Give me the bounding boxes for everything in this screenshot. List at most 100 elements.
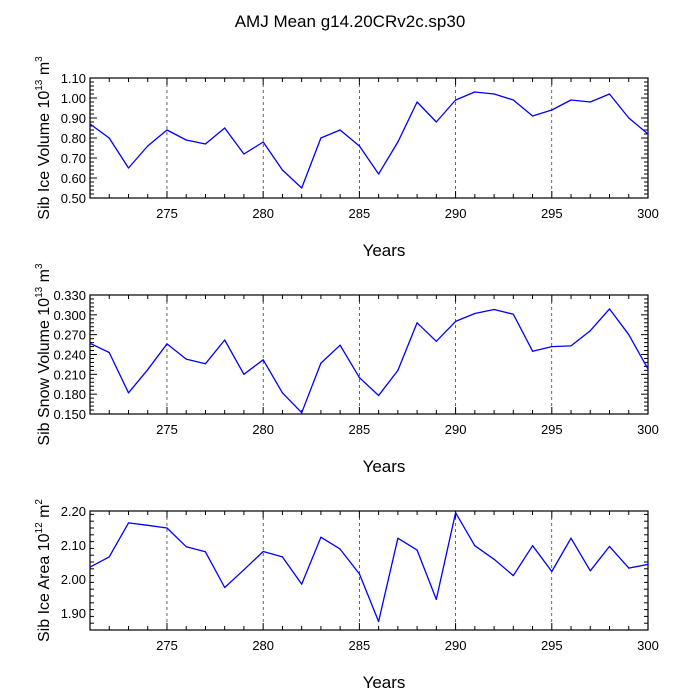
data-point <box>224 339 226 341</box>
data-point <box>262 550 264 553</box>
data-point <box>608 93 611 95</box>
x-tick-label: 300 <box>637 206 659 221</box>
data-point <box>147 369 149 371</box>
x-tick-label: 285 <box>349 206 371 221</box>
data-point <box>570 345 572 347</box>
data-point <box>224 586 226 589</box>
data-point <box>301 583 303 585</box>
data-point <box>243 373 245 375</box>
x-tick-label: 275 <box>156 638 178 653</box>
data-point <box>589 570 591 572</box>
x-tick-label: 290 <box>445 422 467 437</box>
data-point <box>512 99 514 101</box>
data-point <box>147 524 149 526</box>
y-axis-label-unit: m <box>36 62 53 80</box>
data-point <box>243 569 245 571</box>
x-tick-label: 285 <box>349 422 371 437</box>
data-point <box>262 359 264 361</box>
y-axis-label-text: Sib Ice Area 10 <box>36 533 53 642</box>
y-tick-label: 2.20 <box>61 504 86 519</box>
data-point <box>147 145 149 147</box>
data-point <box>378 394 380 397</box>
data-point <box>358 377 360 379</box>
data-point <box>628 117 630 119</box>
data-point <box>339 344 341 346</box>
data-point <box>435 598 437 601</box>
x-tick-label: 290 <box>445 206 467 221</box>
data-point <box>397 141 399 143</box>
data-point <box>339 548 341 550</box>
data-point <box>320 536 322 538</box>
y-axis-label-unit-exponent: 3 <box>34 263 45 269</box>
panels: 0.50 0.60 0.70 0.80 0.90 1.00 1.10 275 280 285 290… <box>34 56 659 691</box>
data-point <box>531 350 534 352</box>
chart-panel-2: 0.150 0.180 0.210 0.240 0.270 0.300 0.330 275 28… <box>34 263 659 476</box>
y-axis-label-unit-exponent: 2 <box>34 499 45 505</box>
y-tick-label: 0.60 <box>61 171 86 186</box>
data-point <box>551 345 553 348</box>
data-point <box>454 512 457 514</box>
data-point <box>416 322 418 324</box>
y-axis-label-unit: m <box>36 269 53 287</box>
data-point <box>204 143 207 145</box>
y-axis-label: Sib Ice Volume 1013 m3 <box>34 56 53 220</box>
y-tick-label: 0.50 <box>61 191 86 206</box>
series-line <box>89 91 649 189</box>
x-axis-label: Years <box>363 457 406 476</box>
data-point <box>551 570 553 573</box>
x-tick-label: 295 <box>541 206 563 221</box>
y-axis-label-text: Sib Ice Volume 10 <box>36 91 53 220</box>
data-point <box>628 567 630 569</box>
data-point <box>281 169 284 171</box>
data-point <box>589 101 591 103</box>
data-point <box>358 573 360 575</box>
data-point <box>608 308 611 310</box>
y-tick-label: 0.80 <box>61 131 86 146</box>
data-point <box>281 392 284 394</box>
data-point <box>435 121 437 123</box>
y-tick-label: 1.00 <box>61 91 86 106</box>
data-point <box>589 330 591 332</box>
data-point <box>127 167 130 169</box>
data-point <box>416 549 418 551</box>
data-point <box>608 545 611 547</box>
data-point <box>397 537 399 539</box>
plot-frame <box>89 294 649 415</box>
y-axis-label-exponent: 13 <box>34 79 45 91</box>
data-point <box>531 115 534 117</box>
data-point <box>493 308 495 311</box>
data-point <box>378 620 380 623</box>
x-tick-label: 275 <box>156 422 178 437</box>
x-axis-label: Years <box>363 673 406 691</box>
data-point <box>185 139 187 141</box>
y-tick-label: 1.10 <box>61 71 86 86</box>
data-point <box>108 556 110 558</box>
x-tick-label: 280 <box>252 422 274 437</box>
data-point <box>647 133 649 135</box>
data-point <box>127 522 130 524</box>
x-tick-label: 295 <box>541 422 563 437</box>
data-point <box>397 369 399 371</box>
data-point <box>416 101 418 103</box>
chart-panel-3: 1.90 2.00 2.10 2.20 275 280 285 290 295 300 Years S… <box>34 499 659 691</box>
series-line <box>89 308 649 414</box>
y-axis-label-unit-exponent: 3 <box>34 56 45 62</box>
x-tick-label: 300 <box>637 638 659 653</box>
chart-title: AMJ Mean g14.20CRv2c.sp30 <box>235 12 466 31</box>
series-line <box>89 512 649 623</box>
data-point <box>378 173 380 175</box>
data-point <box>204 363 207 365</box>
y-tick-label: 0.240 <box>53 348 86 363</box>
data-point <box>647 368 649 370</box>
x-axis-label: Years <box>363 241 406 260</box>
x-tick-label: 295 <box>541 638 563 653</box>
data-point <box>166 527 168 529</box>
chart-panel-1: 0.50 0.60 0.70 0.80 0.90 1.00 1.10 275 280 285 290… <box>34 56 659 260</box>
plot-frame <box>89 77 649 199</box>
data-point <box>262 141 264 143</box>
data-point <box>474 312 476 315</box>
y-tick-label: 1.90 <box>61 606 86 621</box>
data-point <box>89 566 91 568</box>
data-point <box>628 334 630 336</box>
